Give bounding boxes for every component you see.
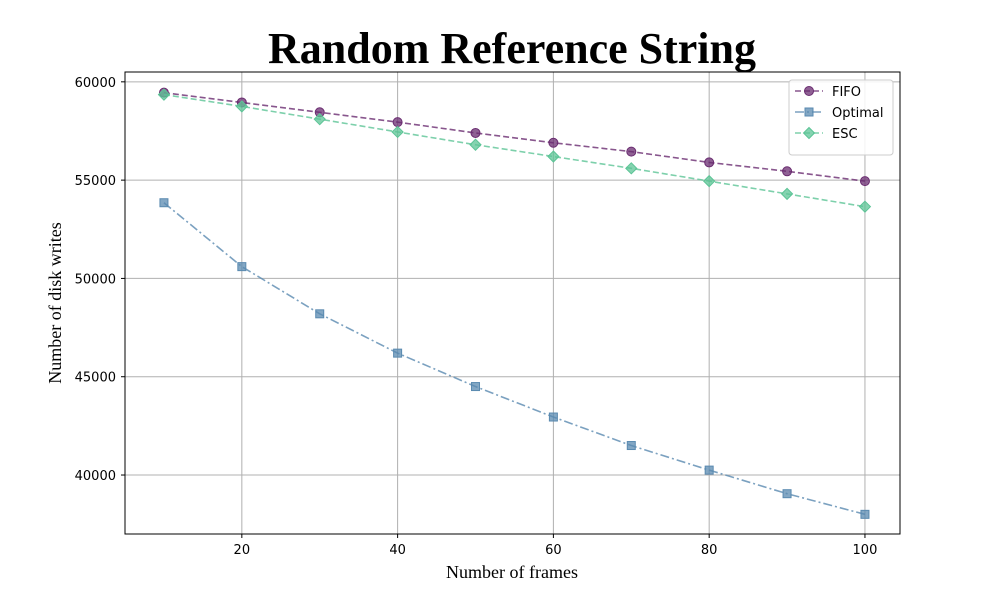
y-tick-label: 60000 [75, 76, 116, 91]
data-point-esc [858, 200, 872, 213]
data-point-esc [235, 100, 249, 113]
legend-label-esc: ESC [832, 127, 858, 142]
y-tick-label: 50000 [75, 272, 116, 287]
series-line-esc [163, 93, 866, 208]
chart-title: Random Reference String [268, 24, 756, 73]
data-point-fifo [548, 137, 559, 148]
legend-marker-esc [802, 126, 816, 140]
plot-frame [124, 71, 901, 535]
x-tick-label: 20 [234, 543, 251, 558]
data-point-esc [780, 187, 794, 201]
legend-item-optimal: Optimal [795, 106, 883, 121]
series-layer [157, 87, 872, 519]
y-tick-label: 40000 [75, 469, 116, 484]
data-point-optimal [237, 262, 247, 272]
data-point-fifo [704, 157, 715, 168]
x-axis-label: Number of frames [446, 562, 578, 582]
x-tick-label: 80 [701, 543, 718, 558]
data-point-optimal [393, 348, 403, 358]
y-axis-label: Number of disk writes [45, 222, 65, 383]
series-optimal [159, 198, 870, 519]
series-line-fifo [163, 91, 866, 182]
data-point-esc [547, 150, 560, 163]
axis-ticks: 20 40 60 80 100 40000 45000 50000 55000 60000 [75, 76, 878, 558]
series-line-optimal [163, 202, 866, 516]
legend-item-esc: ESC [795, 126, 858, 142]
legend-marker-optimal [804, 107, 814, 117]
x-tick-label: 100 [853, 543, 878, 558]
data-point-optimal [860, 509, 870, 519]
data-point-fifo [470, 127, 481, 138]
data-point-esc [391, 125, 404, 139]
data-point-optimal [782, 489, 792, 499]
data-point-esc [625, 162, 638, 175]
data-point-fifo [392, 117, 403, 128]
data-point-esc [157, 88, 171, 101]
series-esc [157, 88, 872, 213]
data-point-esc [702, 174, 716, 188]
y-tick-label: 55000 [75, 174, 116, 189]
data-point-optimal [626, 441, 636, 451]
series-fifo [158, 87, 870, 187]
data-point-optimal [159, 198, 169, 208]
data-point-optimal [548, 412, 558, 422]
y-tick-label: 45000 [75, 371, 116, 386]
data-point-esc [469, 138, 482, 151]
data-point-fifo [859, 176, 870, 187]
legend-item-fifo: FIFO [795, 85, 861, 100]
x-tick-label: 60 [545, 543, 562, 558]
legend-label-optimal: Optimal [832, 106, 883, 121]
grid [125, 72, 900, 534]
data-point-optimal [471, 382, 481, 392]
x-tick-label: 40 [389, 543, 406, 558]
legend-marker-fifo [804, 86, 814, 96]
data-point-optimal [315, 309, 325, 319]
legend-box [788, 79, 894, 156]
data-point-optimal [704, 465, 714, 475]
legend: FIFO Optimal ESC [788, 79, 894, 156]
data-point-esc [313, 112, 326, 126]
legend-label-fifo: FIFO [832, 85, 861, 100]
data-point-fifo [626, 146, 637, 157]
data-point-fifo [782, 166, 793, 177]
